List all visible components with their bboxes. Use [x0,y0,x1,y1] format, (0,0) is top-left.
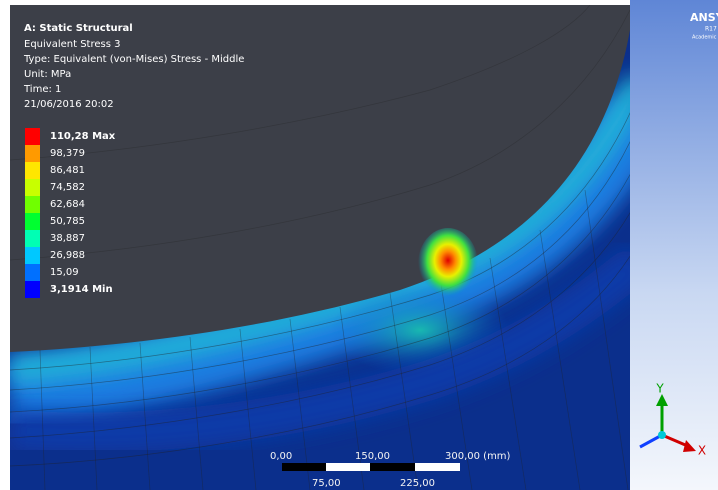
logo-release: R17 [705,26,717,33]
legend-swatch [25,145,40,162]
scale-segment [415,463,460,471]
header-line: Time: 1 [23,84,61,95]
header-line: Unit: MPa [24,69,71,80]
legend-label: 110,28 Max [50,131,116,142]
legend-swatch [25,196,40,213]
header-line: Type: Equivalent (von-Mises) Stress - Mi… [23,54,244,65]
scale-segment [326,463,370,471]
screen: A: Static Structural Equivalent Stress 3… [0,0,718,490]
legend-label: 98,379 [50,148,85,159]
legend-swatch [25,213,40,230]
legend-swatch [25,128,40,145]
analysis-title: A: Static Structural [24,23,133,34]
legend-label: 15,09 [50,267,79,278]
scale-label: 225,00 [400,478,435,489]
legend-swatch [25,230,40,247]
triad-label: Y [655,382,664,396]
legend-label: 26,988 [50,250,85,261]
legend-swatch [25,264,40,281]
legend-swatch [25,247,40,264]
scale-label: 150,00 [355,451,390,462]
legend-label: 62,684 [50,199,85,210]
side-panel [630,0,718,490]
scale-bar [282,463,460,471]
logo-edition: Academic [692,35,717,41]
legend-label: 3,1914 Min [50,284,113,295]
legend-label: 86,481 [50,165,85,176]
legend-label: 38,887 [50,233,85,244]
legend-label: 74,582 [50,182,85,193]
scale-segment [370,463,415,471]
scale-segment [282,463,326,471]
legend-label: 50,785 [50,216,85,227]
header-line: Equivalent Stress 3 [24,39,120,50]
logo: ANSYS [690,11,718,24]
triad-label: X [698,444,706,458]
stress-hotspot [418,228,478,300]
scale-label: 0,00 [270,451,292,462]
legend-swatch [25,179,40,196]
legend-swatch [25,162,40,179]
scale-label: 75,00 [312,478,341,489]
scale-label: 300,00 (mm) [445,451,511,462]
header-line: 21/06/2016 20:02 [24,99,114,110]
viewport [10,5,640,490]
legend-swatch [25,281,40,298]
